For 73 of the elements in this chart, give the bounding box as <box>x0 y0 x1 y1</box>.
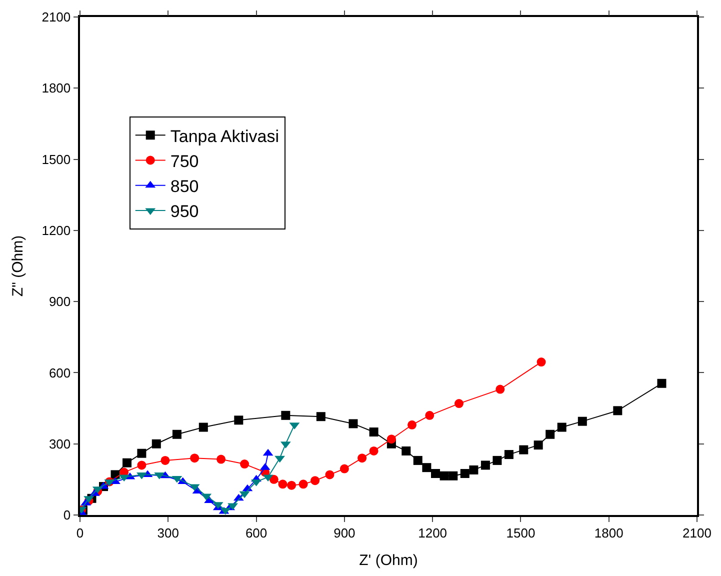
point <box>281 410 290 420</box>
point <box>369 428 378 436</box>
point <box>504 450 514 460</box>
y-axis-title: Z" (Ohm) <box>9 235 26 297</box>
point <box>369 446 378 456</box>
point <box>137 448 146 458</box>
point <box>454 399 464 408</box>
point <box>358 454 367 463</box>
x-axis-title: Z' (Ohm) <box>359 552 418 569</box>
y-tick-label: 300 <box>48 436 71 452</box>
point <box>519 445 528 454</box>
x-tick-label: 600 <box>245 525 268 540</box>
point <box>122 458 132 468</box>
point <box>152 439 161 448</box>
point <box>546 430 555 439</box>
point <box>228 503 238 510</box>
point <box>234 416 244 425</box>
point <box>310 476 320 486</box>
point <box>325 470 334 480</box>
point <box>216 454 226 464</box>
point <box>613 406 622 416</box>
point <box>460 469 470 478</box>
point <box>274 456 285 463</box>
point <box>386 434 396 444</box>
point <box>137 460 146 470</box>
y-tick-label: 1200 <box>42 222 71 238</box>
y-tick-label: 1800 <box>42 80 71 96</box>
point <box>298 480 308 489</box>
x-tick-label: 1500 <box>506 525 536 540</box>
point <box>469 465 478 474</box>
legend-label: 750 <box>170 152 199 171</box>
point <box>578 416 587 426</box>
y-tick-label: 600 <box>48 365 71 380</box>
point <box>557 422 566 432</box>
point <box>287 480 296 490</box>
y-tick-label: 0 <box>63 508 71 523</box>
point <box>496 384 505 394</box>
point <box>431 469 440 478</box>
point <box>160 456 170 465</box>
point <box>408 420 416 430</box>
y-tick-label: 1500 <box>42 152 71 167</box>
point <box>172 430 182 439</box>
point <box>269 474 278 484</box>
point <box>425 410 434 420</box>
point <box>340 464 349 474</box>
point <box>448 471 458 480</box>
x-tick-label: 1200 <box>418 525 448 540</box>
point <box>480 460 490 470</box>
point <box>198 422 208 432</box>
x-tick-label: 1800 <box>594 525 624 540</box>
point <box>534 440 543 450</box>
point <box>413 456 422 465</box>
legend-label: Tanpa Aktivasi <box>170 126 280 146</box>
point <box>536 358 546 367</box>
legend-label: 950 <box>170 202 199 222</box>
point <box>136 472 147 480</box>
point <box>402 446 411 456</box>
point <box>440 471 449 480</box>
point <box>278 480 288 489</box>
y-tick-label: 900 <box>48 294 71 310</box>
point <box>190 454 200 463</box>
point <box>657 378 666 388</box>
point <box>348 419 358 428</box>
point <box>492 456 502 465</box>
point <box>316 412 326 422</box>
x-tick-label: 300 <box>157 525 179 540</box>
point <box>422 463 432 472</box>
y-tick-label: 2100 <box>42 10 71 25</box>
x-tick-label: 2100 <box>682 525 712 540</box>
x-tick-label: 0 <box>76 525 84 540</box>
point <box>240 460 250 469</box>
legend-label: 850 <box>170 176 199 196</box>
x-tick-label: 900 <box>334 525 356 540</box>
